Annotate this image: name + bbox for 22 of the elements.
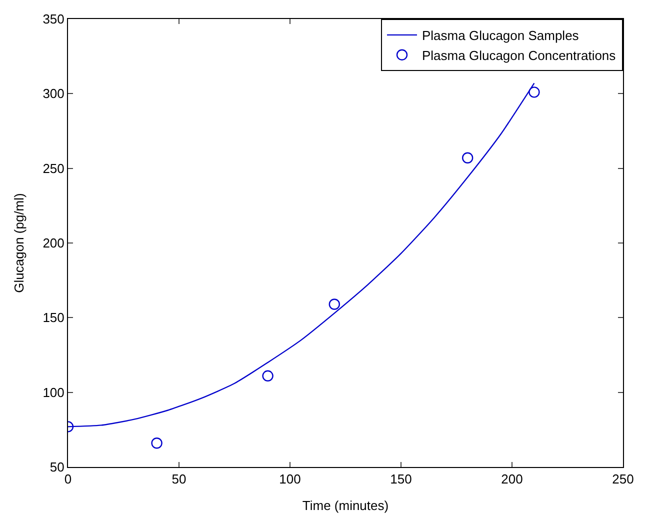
point xyxy=(151,438,162,449)
y-axis-title: Glucagon (pg/ml) xyxy=(12,193,27,293)
y-tick-label: 250 xyxy=(42,160,64,176)
y-tick-label: 150 xyxy=(42,310,64,326)
y-tick-label: 100 xyxy=(42,384,64,400)
x-tick-label: 200 xyxy=(501,472,523,487)
x-tick-label: 100 xyxy=(279,472,301,487)
y-tick-label: 200 xyxy=(42,236,64,251)
x-tick-label: 150 xyxy=(390,472,412,487)
legend-label: Plasma Glucagon Concentrations xyxy=(422,48,616,63)
point xyxy=(262,370,274,382)
x-tick-label: 250 xyxy=(612,472,634,487)
x-axis-title: Time (minutes) xyxy=(302,498,389,514)
x-tick-label: 0 xyxy=(64,472,72,487)
y-tick-label: 50 xyxy=(50,460,64,475)
point xyxy=(528,86,540,98)
point xyxy=(328,298,340,310)
y-tick-label: 350 xyxy=(42,12,64,27)
x-tick-label: 50 xyxy=(172,472,186,487)
legend-label: Plasma Glucagon Samples xyxy=(422,28,580,44)
y-tick-label: 300 xyxy=(42,86,64,102)
point xyxy=(462,152,474,164)
